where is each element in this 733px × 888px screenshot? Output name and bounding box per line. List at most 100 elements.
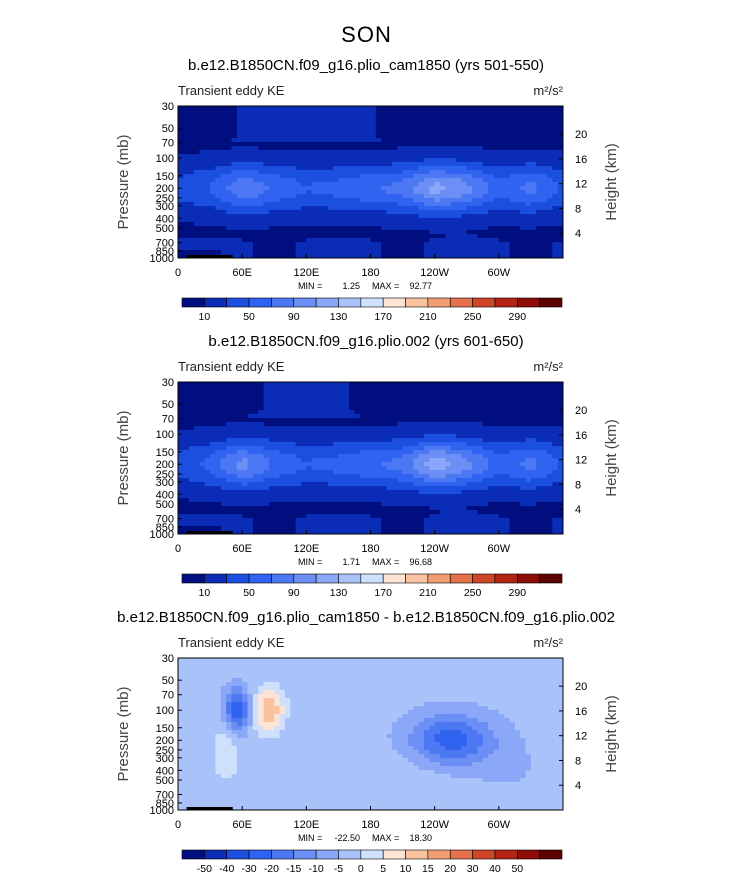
field-cell — [391, 106, 398, 111]
field-cell — [530, 482, 537, 487]
field-cell — [370, 158, 377, 163]
field-cell — [472, 198, 479, 203]
field-cell — [520, 182, 527, 187]
field-cell — [482, 222, 489, 227]
field-cell — [434, 134, 441, 139]
field-cell — [541, 110, 548, 115]
field-cell — [327, 138, 334, 143]
field-cell — [183, 390, 190, 395]
field-cell — [295, 498, 302, 503]
y-tick-label: 50 — [162, 123, 174, 135]
field-cell — [327, 462, 334, 467]
field-cell — [488, 138, 495, 143]
field-cell — [546, 202, 553, 207]
field-cell — [536, 466, 543, 471]
field-cell — [322, 202, 329, 207]
field-cell — [434, 154, 441, 159]
field-cell — [434, 234, 441, 239]
field-cell — [194, 482, 200, 487]
field-cell — [220, 150, 227, 155]
field-cell — [557, 494, 563, 499]
field-cell — [183, 454, 190, 459]
field-cell — [541, 142, 548, 147]
field-cell — [300, 114, 307, 119]
field-cell — [247, 186, 254, 191]
field-cell — [434, 194, 441, 199]
field-cell — [509, 446, 516, 451]
field-cell — [311, 406, 318, 411]
field-cell — [322, 158, 329, 163]
field-cell — [242, 146, 249, 151]
field-cell — [552, 230, 559, 235]
field-cell — [322, 494, 329, 499]
field-cell — [204, 502, 211, 507]
field-cell — [236, 214, 243, 219]
field-cell — [418, 166, 425, 171]
field-cell — [370, 414, 377, 419]
field-cell — [247, 498, 254, 503]
field-cell — [386, 126, 393, 131]
field-cell — [188, 218, 195, 223]
field-cell — [520, 498, 527, 503]
field-cell — [322, 194, 329, 199]
field-cell — [557, 106, 563, 111]
field-cell — [231, 178, 238, 183]
field-cell — [343, 178, 350, 183]
field-cell — [279, 442, 286, 447]
field-cell — [477, 138, 484, 143]
field-cell — [188, 390, 195, 395]
field-cell — [236, 490, 243, 495]
field-cell — [370, 134, 377, 139]
field-cell — [322, 146, 329, 151]
field-cell — [434, 382, 441, 387]
field-cell — [514, 222, 521, 227]
field-cell — [546, 406, 553, 411]
field-cell — [546, 178, 553, 183]
field-cell — [295, 434, 302, 439]
field-cell — [242, 486, 249, 491]
field-cell — [418, 110, 425, 115]
field-cell — [391, 114, 398, 119]
field-cell — [215, 418, 222, 423]
field-cell — [440, 398, 446, 403]
field-cell — [194, 494, 200, 499]
field-cell — [183, 134, 190, 139]
field-cell — [322, 382, 329, 387]
field-cell — [295, 214, 302, 219]
field-cell — [413, 230, 420, 235]
field-cell — [333, 254, 340, 258]
field-cell — [183, 230, 190, 235]
field-cell — [509, 466, 516, 471]
field-cell — [440, 426, 446, 431]
field-cell — [247, 174, 254, 179]
field-cell — [349, 210, 356, 215]
field-cell — [210, 182, 217, 187]
field-cell — [359, 210, 366, 215]
field-cell — [440, 406, 446, 411]
field-cell — [220, 414, 227, 419]
field-cell — [536, 174, 543, 179]
field-cell — [284, 446, 291, 451]
field-cell — [498, 134, 505, 139]
field-cell — [434, 222, 441, 227]
field-cell — [381, 106, 388, 111]
field-cell — [333, 206, 340, 211]
field-cell — [279, 410, 286, 415]
field-cell — [461, 394, 468, 399]
field-cell — [268, 482, 275, 487]
field-cell — [530, 478, 537, 483]
field-cell — [375, 154, 382, 159]
field-cell — [546, 442, 553, 447]
field-cell — [242, 238, 249, 243]
field-cell — [300, 246, 307, 251]
field-cell — [456, 114, 463, 119]
field-cell — [231, 386, 238, 391]
field-cell — [226, 134, 233, 139]
field-cell — [423, 422, 430, 427]
field-cell — [188, 410, 195, 415]
field-cell — [530, 450, 537, 455]
field-cell — [226, 422, 233, 427]
field-cell — [456, 206, 463, 211]
field-cell — [252, 202, 259, 207]
field-cell — [279, 422, 286, 427]
